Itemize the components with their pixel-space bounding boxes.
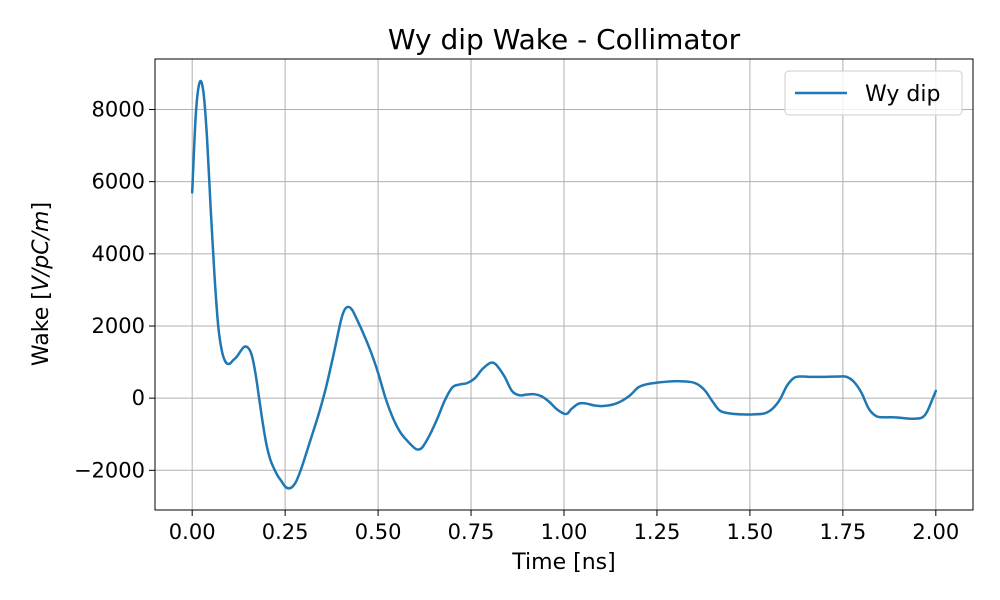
legend-label: Wy dip — [865, 82, 940, 107]
y-axis-ticks: −2000 0 2000 4000 6000 8000 — [74, 98, 155, 482]
x-tick-label: 1.00 — [541, 520, 588, 544]
x-tick-label: 0.00 — [169, 520, 216, 544]
y-tick-label: −2000 — [74, 458, 145, 482]
x-tick-label: 1.25 — [634, 520, 681, 544]
y-tick-label: 6000 — [92, 170, 145, 194]
y-axis-label: Wake [V/pC/m] — [29, 202, 54, 366]
y-tick-label: 0 — [132, 386, 145, 410]
y-tick-label: 2000 — [92, 314, 145, 338]
x-tick-label: 1.50 — [727, 520, 774, 544]
y-tick-label: 4000 — [92, 242, 145, 266]
x-tick-label: 0.75 — [448, 520, 495, 544]
y-tick-label: 8000 — [92, 98, 145, 122]
y-axis-label-prefix: Wake [ — [29, 291, 54, 366]
x-tick-label: 2.00 — [912, 520, 959, 544]
series-layer — [190, 79, 938, 490]
chart-title: Wy dip Wake - Collimator — [388, 23, 741, 56]
x-axis-label: Time [ns] — [511, 550, 615, 575]
y-axis-label-math: V/pC/m — [29, 211, 54, 292]
x-axis-ticks: 0.00 0.25 0.50 0.75 1.00 1.25 1.50 1.75 2.00 — [169, 510, 959, 544]
grid — [155, 59, 973, 510]
x-tick-label: 0.25 — [262, 520, 309, 544]
x-tick-label: 0.50 — [355, 520, 402, 544]
x-tick-label: 1.75 — [819, 520, 866, 544]
y-axis-label-suffix: ] — [29, 202, 54, 211]
series-line-wy-dip — [190, 79, 938, 490]
legend-box — [784, 70, 963, 116]
legend: Wy dip — [784, 70, 963, 116]
